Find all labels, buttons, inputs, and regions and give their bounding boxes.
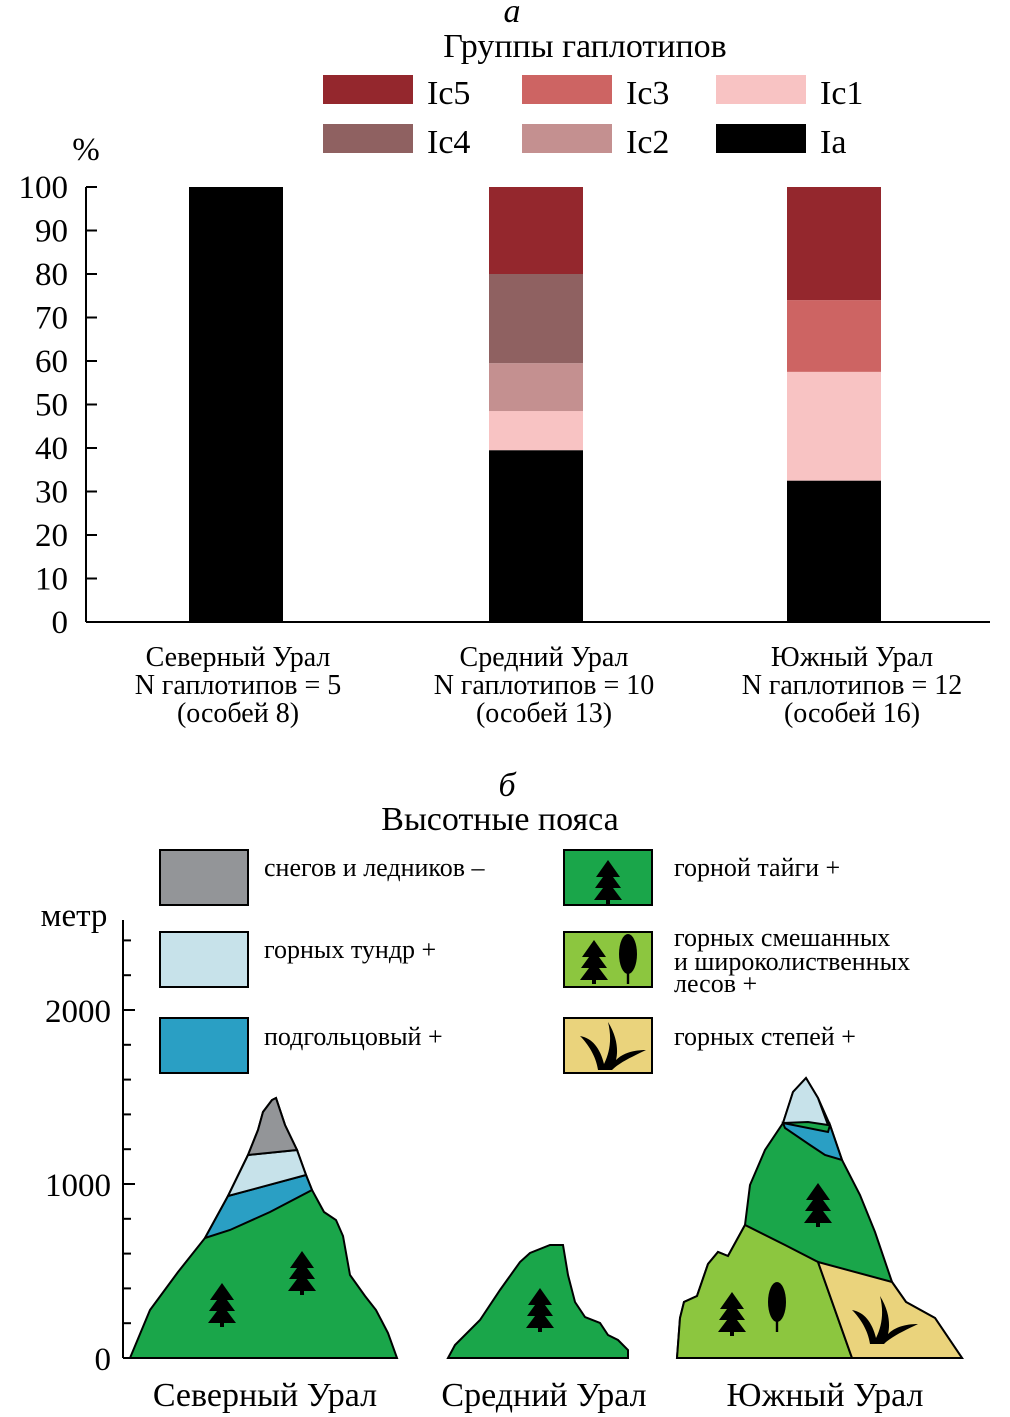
category-individuals-middle: (особей 13) [476, 698, 612, 729]
y-axis-b: 0 1000 2000 [45, 920, 135, 1378]
mountain-south [675, 1076, 964, 1359]
bar-segment-ic5-2 [489, 187, 583, 274]
mountain-label-middle: Средний Урал [441, 1377, 646, 1414]
y-tick-label-a: 10 [35, 562, 68, 598]
haplotype-legend-title: Группы гаплотипов [443, 28, 726, 65]
mountain-middle [446, 1244, 629, 1359]
legend-swatch-subalpine [159, 1017, 249, 1074]
belt-steppe-south [816, 1260, 964, 1359]
bar-segment-ic5-3 [787, 187, 881, 301]
legend-swatch-ic2 [522, 124, 612, 153]
mountain-label-south: Южный Урал [726, 1377, 923, 1414]
legend-label-ic3: Ic3 [626, 75, 669, 112]
legend-swatch-ic1 [716, 75, 806, 104]
legend-label-ia: Ia [820, 124, 846, 161]
haplotype-legend: Ic5 Ic3 Ic1 Ic4 Ic2 Ia [323, 75, 863, 161]
stacked-bars [189, 187, 881, 622]
legend-swatch-mixed [563, 931, 653, 988]
y-tick-label-a: 60 [35, 344, 68, 380]
legend-swatch-ic3 [522, 75, 612, 104]
y-tick-label-b: 0 [95, 1342, 112, 1378]
category-name-middle: Средний Урал [460, 642, 629, 673]
y-axis-a: 0 10 20 30 40 50 60 70 80 90 100 [19, 170, 990, 641]
bar-segment-ia-2 [489, 450, 583, 622]
category-name-north: Северный Урал [146, 642, 331, 673]
y-tick-label-b: 1000 [45, 1168, 111, 1204]
bar-segment-ia-1 [189, 187, 283, 622]
legend-label-ic5: Ic5 [427, 75, 470, 112]
bar-segment-ic3-3 [787, 300, 881, 372]
y-tick-label-a: 20 [35, 518, 68, 554]
category-haplotypes-south: N гаплотипов = 12 [742, 670, 963, 701]
legend-swatch-tundra [159, 931, 249, 988]
y-tick-label-a: 40 [35, 431, 68, 467]
panel-b-label: б [498, 767, 517, 804]
category-individuals-north: (особей 8) [177, 698, 299, 729]
bar-segment-ia-3 [787, 480, 881, 622]
y-tick-label-a: 90 [35, 214, 68, 250]
y-tick-label-a: 70 [35, 301, 68, 337]
legend-label-mixed-line1: горных смешанных [674, 923, 890, 952]
y-tick-label-a: 80 [35, 257, 68, 293]
legend-swatch-ia [716, 124, 806, 153]
y-tick-label-a: 30 [35, 475, 68, 511]
legend-label-subalpine: подгольцовый + [264, 1022, 443, 1051]
belts-legend-title: Высотные пояса [381, 801, 618, 838]
legend-label-snow: снегов и ледников – [264, 853, 486, 882]
category-haplotypes-north: N гаплотипов = 5 [135, 670, 342, 701]
legend-label-taiga: горной тайги + [674, 853, 840, 882]
category-name-south: Южный Урал [771, 642, 933, 673]
legend-swatch-ic4 [323, 124, 413, 153]
legend-label-ic4: Ic4 [427, 124, 470, 161]
legend-label-ic2: Ic2 [626, 124, 669, 161]
legend-swatch-snow [159, 849, 249, 906]
legend-label-ic1: Ic1 [820, 75, 863, 112]
mountain-north [128, 1096, 399, 1359]
category-haplotypes-middle: N гаплотипов = 10 [434, 670, 655, 701]
y-tick-label-a: 100 [19, 170, 69, 206]
legend-label-tundra: горных тундр + [264, 935, 436, 964]
bar-segment-ic2-2 [489, 363, 583, 412]
y-axis-label-meter: метр [41, 898, 108, 934]
legend-label-steppe: горных степей + [674, 1022, 856, 1051]
mountain-label-north: Северный Урал [153, 1377, 377, 1414]
legend-label-mixed-line2: и широколиственных [674, 947, 910, 976]
legend-label-mixed-line3: лесов + [674, 969, 757, 998]
belt-subalpine-south [781, 1121, 844, 1162]
belts-legend: снегов и ледников – горной тайги + горны… [159, 849, 910, 1074]
legend-swatch-ic5 [323, 75, 413, 104]
panel-a-label: а [504, 0, 521, 30]
belt-snow-north [246, 1096, 299, 1157]
belt-tundra-south [781, 1076, 830, 1127]
y-tick-label-b: 2000 [45, 994, 111, 1030]
category-individuals-south: (особей 16) [784, 698, 920, 729]
y-tick-label-a: 0 [52, 605, 69, 641]
bar-segment-ic4-2 [489, 274, 583, 364]
mountain-labels: Северный Урал Средний Урал Южный Урал [153, 1377, 924, 1414]
bar-segment-ic1-3 [787, 371, 881, 481]
x-category-labels: Северный Урал N гаплотипов = 5 (особей 8… [135, 642, 963, 729]
y-tick-label-a: 50 [35, 388, 68, 424]
bar-segment-ic1-2 [489, 411, 583, 451]
y-axis-label-percent: % [72, 132, 100, 168]
